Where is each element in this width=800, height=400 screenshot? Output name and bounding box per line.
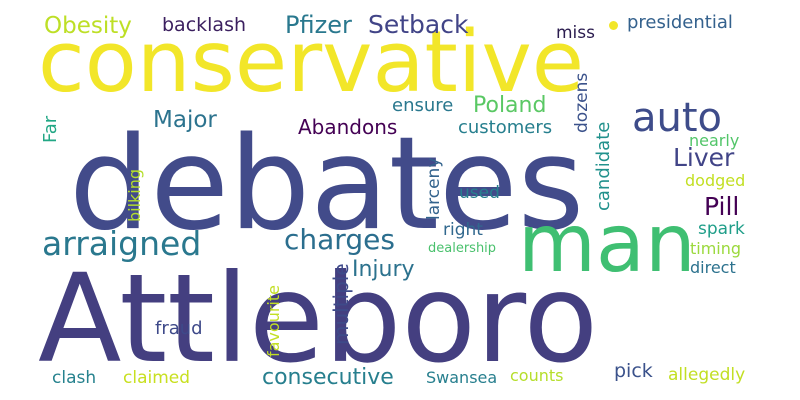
word-allegedly: allegedly — [668, 365, 746, 385]
word-obesity: Obesity — [44, 13, 132, 39]
word-setback: Setback — [368, 10, 469, 39]
word-presidential: presidential — [627, 12, 733, 33]
word-abandons: Abandons — [298, 115, 398, 139]
word-dozens: dozens — [572, 72, 592, 133]
word-liver: Liver — [673, 143, 735, 172]
word-arraigned: arraigned — [42, 224, 202, 263]
word-attleboro: Attleboro — [38, 248, 599, 390]
word-consecutive: consecutive — [262, 365, 394, 390]
word-nearly: nearly — [689, 131, 740, 150]
word-pfizer: Pfizer — [285, 11, 352, 39]
word-clash: clash — [52, 368, 97, 388]
word-favourite: favourite — [264, 285, 283, 357]
word-auto: auto — [632, 95, 723, 141]
word-larceny: larceny — [424, 157, 444, 220]
word-direct: direct — [690, 258, 736, 277]
word-dodged: dodged — [685, 171, 746, 190]
word-backlash: backlash — [162, 14, 247, 36]
word-man: man — [518, 197, 696, 290]
word-swansea: Swansea — [426, 368, 498, 387]
word-far: Far — [40, 115, 61, 143]
word-timing: timing — [690, 239, 742, 258]
word-ensure: ensure — [392, 95, 454, 116]
word-poland: Poland — [473, 93, 547, 118]
word-spark: spark — [698, 219, 745, 239]
word-injury: Injury — [352, 257, 415, 282]
word-claimed: claimed — [123, 368, 191, 388]
word-miss: miss — [556, 23, 595, 43]
word-dealership: dealership — [428, 241, 497, 256]
word-multiple: multiple — [329, 263, 353, 345]
word-conservative: conservative — [38, 13, 585, 112]
dot-marker — [609, 21, 618, 30]
word-right: right — [443, 220, 483, 240]
word-fraud: fraud — [155, 318, 203, 339]
word-candidate: candidate — [593, 121, 614, 211]
word-used: used — [459, 183, 500, 203]
word-debates: debates — [69, 110, 585, 259]
word-bilking: bilking — [125, 168, 144, 222]
word-pill: Pill — [704, 192, 740, 221]
word-counts: counts — [510, 366, 564, 385]
word-pick: pick — [614, 360, 653, 382]
word-charges: charges — [284, 223, 395, 256]
word-customers: customers — [458, 117, 553, 138]
word-major: Major — [153, 107, 217, 133]
